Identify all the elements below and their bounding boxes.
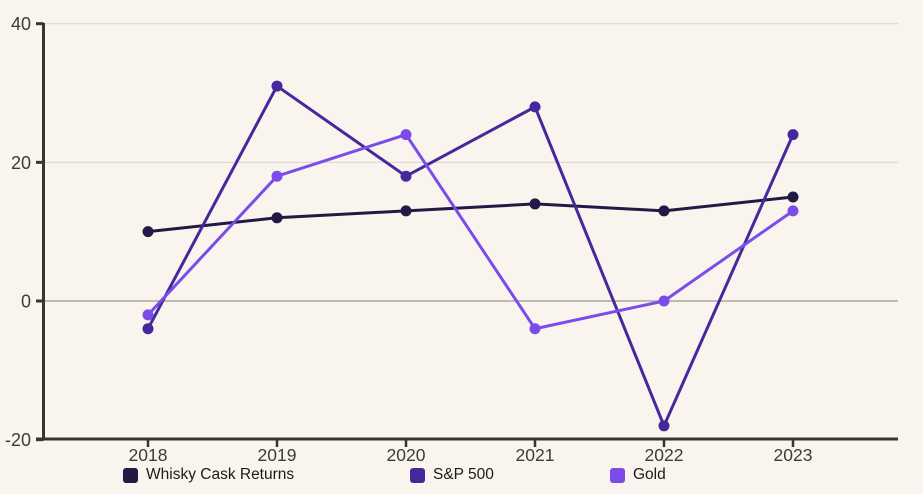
- legend-label-whisky-cask-returns: Whisky Cask Returns: [146, 466, 295, 483]
- x-tick-label-2018: 2018: [129, 445, 168, 465]
- legend-swatch-sp500: [410, 467, 425, 483]
- data-point-s-p-500-2018[interactable]: [142, 323, 154, 335]
- data-point-gold-2020[interactable]: [400, 129, 412, 141]
- legend-item-gold[interactable]: Gold: [610, 466, 666, 484]
- data-point-s-p-500-2020[interactable]: [400, 170, 412, 182]
- legend-item-whisky-cask-returns[interactable]: Whisky Cask Returns: [123, 466, 294, 484]
- data-point-s-p-500-2019[interactable]: [271, 80, 283, 92]
- line-gold: [146, 133, 795, 331]
- x-tick-label-2021: 2021: [516, 445, 555, 465]
- line-s-p-500: [146, 84, 795, 428]
- data-point-gold-2018[interactable]: [142, 309, 154, 321]
- x-tick-label-2023: 2023: [774, 445, 813, 465]
- x-tick-label-2022: 2022: [645, 445, 684, 465]
- data-point-whisky-cask-returns-2018[interactable]: [142, 226, 154, 238]
- data-point-gold-2019[interactable]: [271, 170, 283, 182]
- data-point-whisky-cask-returns-2023[interactable]: [787, 191, 799, 203]
- data-point-s-p-500-2021[interactable]: [529, 101, 541, 113]
- legend-label-sp500: S&P 500: [433, 466, 494, 483]
- y-tick-label--20: -20: [5, 430, 31, 450]
- data-point-gold-2021[interactable]: [529, 323, 541, 335]
- data-point-s-p-500-2023[interactable]: [787, 129, 799, 141]
- data-point-whisky-cask-returns-2021[interactable]: [529, 198, 541, 210]
- chart-legend: Whisky Cask Returns S&P 500 Gold: [0, 466, 923, 488]
- x-tick-label-2019: 2019: [258, 445, 297, 465]
- data-point-whisky-cask-returns-2022[interactable]: [658, 205, 670, 217]
- data-point-s-p-500-2022[interactable]: [658, 420, 670, 432]
- line-whisky-cask-returns: [146, 195, 795, 234]
- legend-swatch-gold: [610, 467, 625, 483]
- data-point-gold-2022[interactable]: [658, 295, 670, 307]
- legend-swatch-whisky-cask-returns: [123, 467, 138, 483]
- y-tick-label-0: 0: [21, 291, 31, 311]
- data-point-whisky-cask-returns-2020[interactable]: [400, 205, 412, 217]
- legend-item-sp500[interactable]: S&P 500: [410, 466, 494, 484]
- legend-label-gold: Gold: [633, 466, 666, 483]
- data-point-whisky-cask-returns-2019[interactable]: [271, 212, 283, 224]
- data-point-gold-2023[interactable]: [787, 205, 799, 217]
- y-tick-label-40: 40: [11, 14, 31, 34]
- y-tick-label-20: 20: [11, 153, 31, 173]
- x-tick-label-2020: 2020: [387, 445, 426, 465]
